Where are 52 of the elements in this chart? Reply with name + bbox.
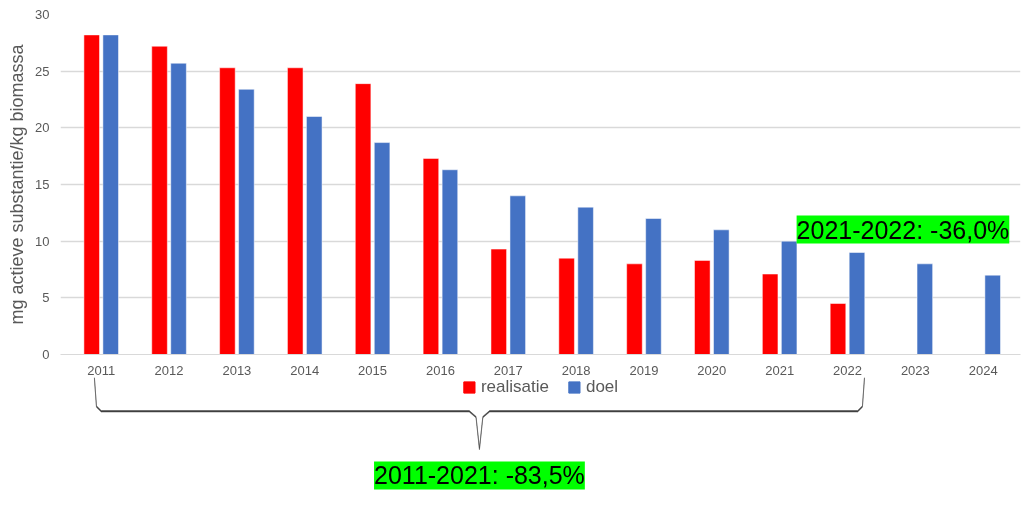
x-tick-label: 2016: [425, 362, 455, 378]
bar: [441, 169, 458, 355]
bar: [102, 34, 119, 355]
annotation: 2021-2022: -36,0%: [796, 215, 1010, 244]
bar: [287, 67, 304, 355]
bar: [374, 142, 391, 355]
bar: [848, 252, 866, 355]
bar: [306, 116, 323, 355]
bar: [509, 195, 526, 355]
bar: [558, 257, 575, 355]
bar: [916, 263, 933, 355]
bar: [626, 263, 643, 355]
x-tick-label: 2023: [900, 362, 930, 378]
x-tick-label: 2012: [154, 362, 184, 378]
y-tick-label: 5: [42, 290, 50, 306]
bar: [577, 206, 594, 355]
x-tick-label: 2024: [968, 362, 998, 378]
x-tick-label: 2019: [629, 362, 659, 378]
bar: [984, 274, 1001, 355]
x-tick-label: 2021: [765, 362, 795, 378]
x-tick-label: 2020: [697, 362, 727, 378]
bar: [219, 67, 236, 355]
x-tick-label: 2013: [222, 362, 252, 378]
y-tick-label: 0: [42, 347, 50, 362]
x-tick-label: 2015: [358, 362, 388, 378]
x-tick-label: 2022: [833, 362, 862, 378]
bar: [713, 229, 730, 355]
y-axis-title: mg actieve substantie/kg biomassa: [7, 43, 28, 325]
bar: [694, 260, 711, 355]
x-tick-label: 2018: [561, 362, 591, 378]
bar: [645, 218, 662, 355]
x-tick-label: 2017: [493, 362, 523, 378]
legend-label: doel: [585, 377, 619, 397]
bar: [762, 273, 779, 355]
y-tick-label: 10: [35, 233, 50, 249]
x-tick-label: 2014: [290, 362, 320, 378]
bar: [355, 83, 372, 355]
bar: [238, 89, 255, 355]
legend-label: realisatie: [480, 377, 549, 397]
bar: [490, 248, 507, 355]
y-tick-label: 15: [35, 177, 50, 192]
x-tick-label: 2011: [87, 362, 116, 378]
bar: [151, 45, 168, 355]
bar: [829, 303, 847, 355]
y-tick-label: 25: [35, 63, 50, 79]
bar: [170, 62, 187, 355]
y-tick-label: 20: [35, 120, 50, 136]
bar: [83, 34, 100, 355]
y-tick-label: 30: [35, 7, 50, 22]
text: 2011-2021: -83,5%: [374, 461, 585, 490]
bar: [422, 158, 439, 355]
bar: [781, 240, 798, 355]
